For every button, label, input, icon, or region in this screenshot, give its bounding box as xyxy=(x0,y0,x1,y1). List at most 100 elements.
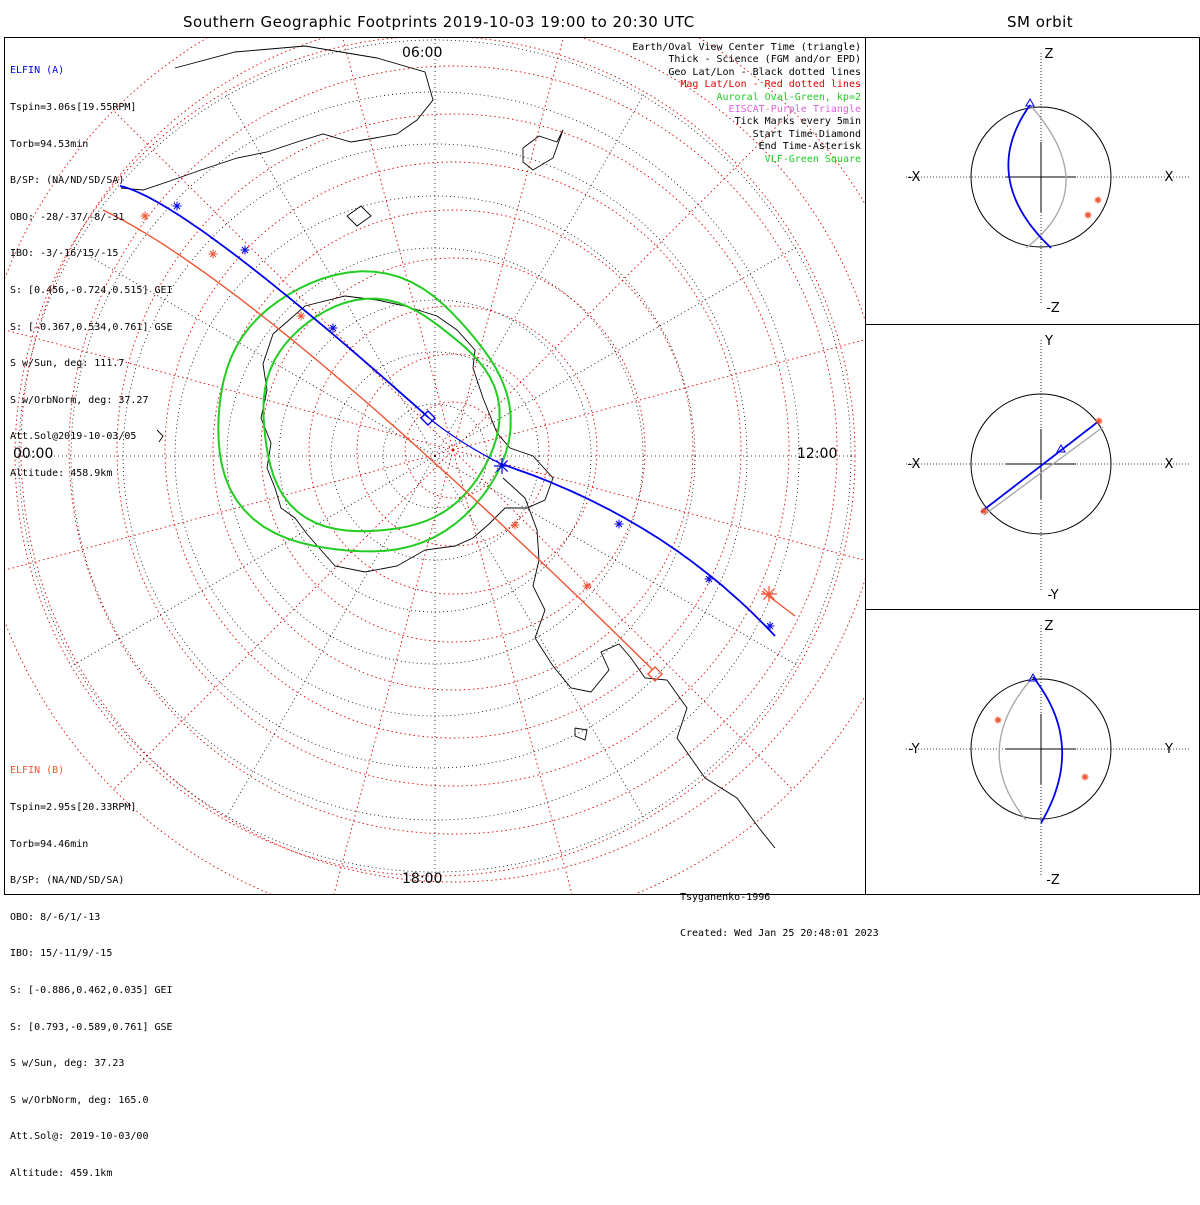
legend-entry: Tick Marks every 5min xyxy=(734,116,861,128)
elfin-a-orbit-marker xyxy=(1025,97,1035,107)
elfin-a-orbit xyxy=(1007,104,1052,249)
elfin-a-orbit-marker xyxy=(1056,443,1066,453)
orbit-axis-label-bottom: -Y xyxy=(1047,588,1058,603)
elfin-a-track xyxy=(119,185,430,419)
elfin-a-tick xyxy=(172,201,182,211)
map-legend: Earth/Oval View Center Time (triangle) Th… xyxy=(632,42,861,166)
falklands-coastline xyxy=(574,727,588,741)
mag-latitude-circle xyxy=(212,209,694,691)
clock-label-left: 00:00 xyxy=(13,446,54,462)
clock-label-bottom: 18:00 xyxy=(402,871,443,887)
orbit-axis-label-top: Y xyxy=(1044,334,1053,349)
map-footer: Tsyganenko-1996 Created: Wed Jan 25 20:4… xyxy=(680,868,879,964)
elfin-b-track-group xyxy=(102,209,796,682)
elfin-b-line: IBO: 15/-11/9/-15 xyxy=(10,948,113,960)
elfin-a-label: ELFIN (A) xyxy=(10,65,65,77)
elfin-b-line: Altitude: 459.1km xyxy=(10,1167,113,1179)
elfin-a-track-group xyxy=(119,185,776,637)
earth-outline xyxy=(970,678,1112,820)
footprint-map-panel: ELFIN (A) Tspin=3.06s[19.55RPM] Torb=94.… xyxy=(4,37,879,1179)
mag-longitude-line xyxy=(452,449,793,790)
elfin-a-line: Tspin=3.06s[19.55RPM] xyxy=(10,102,137,113)
geo-longitude-line xyxy=(224,92,436,457)
elfin-a-line: Altitude: 458.9km xyxy=(10,467,113,479)
elfin-a-line: S w/Sun, deg: 111.7 xyxy=(10,358,125,370)
legend-entry: Start Time-Diamond xyxy=(752,128,861,140)
orbit-axis-label-right: Y xyxy=(1164,742,1173,757)
mag-longitude-line xyxy=(452,110,793,451)
orbit-track-gray xyxy=(983,426,1104,516)
mag-longitude-line xyxy=(452,38,564,451)
antarctica-coastline xyxy=(260,295,554,573)
geo-grid xyxy=(15,38,855,876)
legend-entry: Earth/Oval View Center Time (triangle) xyxy=(632,42,861,53)
mag-longitude-line xyxy=(113,449,454,790)
elfin-b-orbit-marker xyxy=(1081,773,1089,781)
map-horizon xyxy=(14,38,856,877)
auroral-oval-group xyxy=(217,270,512,553)
elfin-a-orbit-marker xyxy=(1028,672,1038,682)
orbit-axis-label-left: -Y xyxy=(908,742,919,757)
orbit-axis-label-right: X xyxy=(1165,170,1174,185)
orbit-axis-label-top: Z xyxy=(1045,619,1054,634)
orbit-axis-label-bottom: -Z xyxy=(1046,301,1060,316)
legend-entry: VLF-Green Square xyxy=(764,153,861,165)
elfin-b-info: ELFIN (B) Tspin=2.95s[20.33RPM] Torb=94.… xyxy=(10,741,173,1205)
mag-latitude-circle xyxy=(404,401,502,499)
coastlines xyxy=(120,45,776,849)
auroral-oval-inner xyxy=(262,297,501,533)
orbit-plot-xy: Y -Y -X X xyxy=(906,334,1191,603)
mag-longitude-line xyxy=(452,339,865,451)
elfin-b-line: Tspin=2.95s[20.33RPM] xyxy=(10,802,137,813)
elfin-b-track xyxy=(102,209,654,671)
tasmania-coastline xyxy=(346,205,372,227)
mag-latitude-circle xyxy=(68,65,838,835)
elfin-a-orbit xyxy=(1032,676,1064,824)
mag-longitude-line xyxy=(342,38,454,451)
orbit-plot-yz: Z -Z -Y Y xyxy=(906,619,1191,888)
elfin-b-line: S: [-0.886,0.462,0.035] GEI xyxy=(10,984,173,996)
orbit-panel-xz: Z -Z -X X xyxy=(865,37,1200,325)
elfin-b-start-diamond xyxy=(647,666,663,682)
earth-outline xyxy=(970,106,1112,248)
island-coastline xyxy=(156,429,164,443)
orbit-axis-label-left: -X xyxy=(908,170,921,185)
mag-grid xyxy=(5,38,865,894)
mag-longitude-line xyxy=(333,449,454,894)
elfin-b-line: S w/OrbNorm, deg: 165.0 xyxy=(10,1094,149,1106)
elfin-b-tick xyxy=(582,581,592,591)
elfin-a-start-diamond xyxy=(420,410,436,426)
orbit-plot-xz: Z -Z -X X xyxy=(906,47,1191,316)
elfin-b-orbit-marker xyxy=(994,716,1002,724)
mag-longitude-line xyxy=(113,110,454,451)
elfin-a-track-link xyxy=(428,417,502,465)
australia-coastline xyxy=(120,45,434,191)
south-america-coastline xyxy=(502,477,776,849)
legend-entry: Geo Lat/Lon - Black dotted lines xyxy=(668,66,861,78)
elfin-b-orbit-marker xyxy=(1094,196,1102,204)
legend-entry: Thick - Science (FGM and/or EPD) xyxy=(668,54,861,66)
elfin-b-track-tail xyxy=(761,590,796,617)
elfin-a-tick xyxy=(704,574,714,584)
orbit-axis-label-bottom: -Z xyxy=(1046,873,1060,888)
legend-entry: Mag Lat/Lon - Red dotted lines xyxy=(680,79,861,91)
geo-longitude-line xyxy=(434,455,646,820)
orbit-title: SM orbit xyxy=(1007,13,1074,31)
footprint-map xyxy=(5,38,865,894)
geo-longitude-line xyxy=(434,92,646,457)
elfin-b-orbit-marker xyxy=(980,507,988,515)
elfin-b-line: OBO: 8/-6/1/-13 xyxy=(10,911,101,923)
legend-entry: End Time-Asterisk xyxy=(758,141,861,153)
mag-longitude-line xyxy=(452,449,573,894)
elfin-a-end-asterisk xyxy=(494,458,510,474)
mag-latitude-circle xyxy=(356,353,550,547)
orbit-axis-label-top: Z xyxy=(1045,47,1054,62)
auroral-oval-outer xyxy=(217,270,512,553)
elfin-a-line: Att.Sol@2019-10-03/05 xyxy=(10,431,137,443)
elfin-b-label: ELFIN (B) xyxy=(10,765,65,777)
elfin-b-tick xyxy=(208,249,218,259)
orbit-panel-xy: Y -Y -X X xyxy=(865,324,1200,610)
elfin-b-tick xyxy=(140,211,150,221)
elfin-b-end-asterisk xyxy=(761,586,777,602)
elfin-a-tick xyxy=(240,245,250,255)
